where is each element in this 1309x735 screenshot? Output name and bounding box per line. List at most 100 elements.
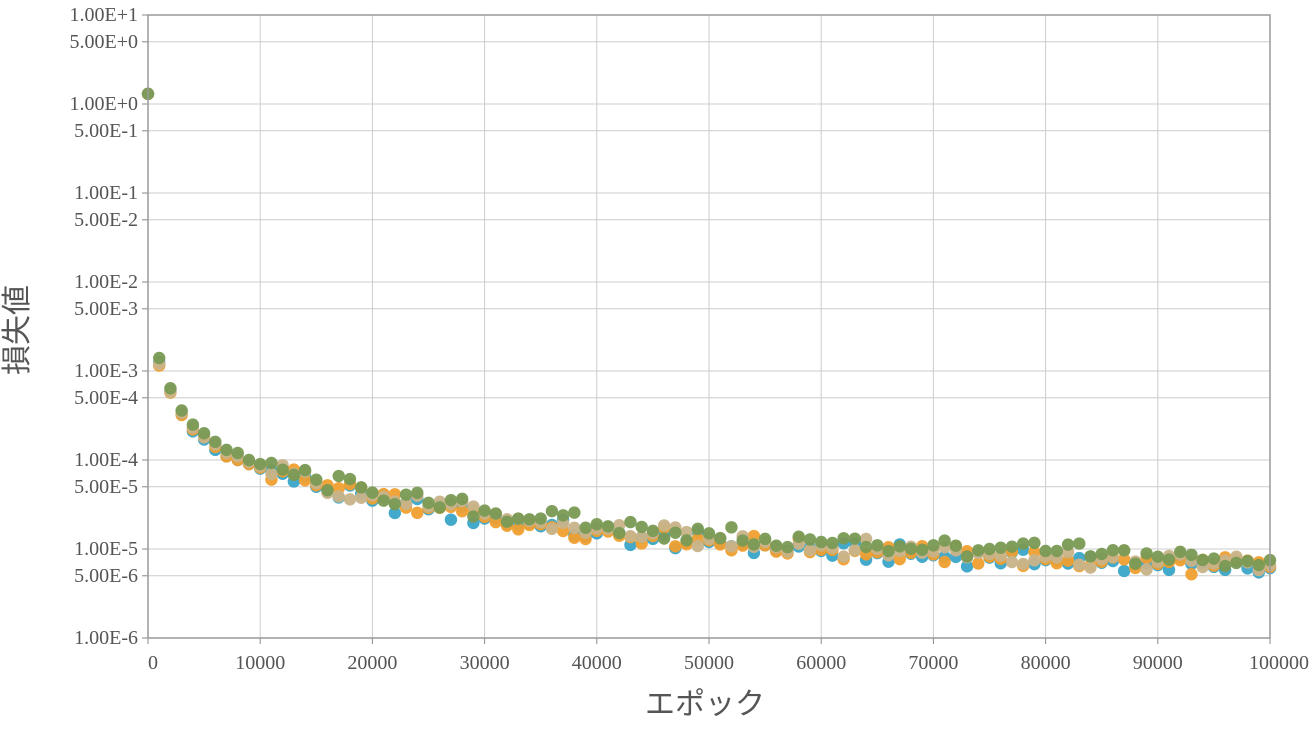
data-point [399, 497, 413, 511]
data-point [175, 404, 188, 417]
data-point [1140, 547, 1153, 560]
data-point [265, 456, 278, 470]
data-point [1016, 557, 1030, 571]
data-point [1084, 550, 1097, 563]
data-point [422, 496, 435, 510]
data-point [242, 453, 256, 467]
y-tick-label: 5.00E+0 [70, 31, 139, 53]
y-tick-label: 5.00E-4 [74, 387, 138, 409]
x-tick-label: 60000 [796, 652, 846, 674]
data-point [545, 504, 559, 518]
y-tick-label: 1.00E-6 [74, 627, 138, 649]
data-point [635, 530, 648, 543]
data-point [624, 530, 637, 543]
data-point [478, 504, 491, 517]
data-point [343, 493, 357, 506]
data-point [803, 543, 817, 557]
x-tick-label: 10000 [235, 652, 285, 674]
data-point [657, 532, 671, 545]
data-point [556, 509, 570, 522]
data-point [635, 520, 648, 534]
data-point [837, 532, 850, 545]
data-point [388, 506, 402, 520]
data-point [601, 520, 615, 533]
data-point [815, 535, 828, 549]
data-point [568, 521, 581, 535]
data-point [1073, 537, 1086, 550]
data-point [680, 534, 693, 547]
data-point [702, 527, 716, 540]
data-point [960, 560, 974, 573]
data-point [512, 512, 525, 525]
data-point [1073, 558, 1086, 571]
data-point [1162, 553, 1176, 566]
data-point [444, 513, 458, 526]
data-point [848, 532, 862, 545]
data-point [568, 506, 581, 519]
x-tick-label: 20000 [347, 652, 397, 674]
y-tick-label: 1.00E+0 [70, 93, 139, 115]
y-tick-label: 5.00E-3 [74, 298, 138, 320]
data-point [1185, 548, 1198, 562]
data-point [826, 536, 839, 550]
data-point [399, 488, 413, 501]
data-point [354, 481, 368, 494]
data-point [1151, 550, 1165, 563]
data-point [512, 523, 525, 536]
data-point [904, 542, 918, 555]
data-point [1230, 556, 1243, 570]
data-point [1218, 559, 1232, 573]
data-point [770, 539, 783, 552]
x-tick-label: 50000 [684, 652, 734, 674]
data-point [1005, 540, 1019, 553]
data-point [938, 534, 951, 547]
data-point [321, 484, 334, 497]
data-point [411, 486, 424, 499]
data-point [691, 539, 704, 553]
data-point [792, 530, 805, 543]
data-point [837, 550, 850, 563]
data-point [1028, 536, 1041, 550]
x-tick-label: 30000 [460, 652, 510, 674]
data-point [994, 541, 1007, 554]
data-point [669, 526, 682, 539]
data-point [859, 540, 873, 554]
y-tick-label: 5.00E-6 [74, 565, 138, 587]
x-tick-label: 100000 [1249, 652, 1309, 674]
data-point [915, 543, 929, 556]
data-point [254, 457, 267, 471]
data-point [433, 501, 446, 514]
data-point [1005, 555, 1019, 569]
data-point [871, 539, 884, 552]
data-point [220, 443, 233, 457]
data-point [983, 542, 996, 556]
data-point [1106, 544, 1120, 557]
data-point [366, 486, 379, 499]
y-tick-labels: 1.00E+1 5.00E+0 1.00E+0 5.00E-1 1.00E-1 5.00E… [70, 4, 139, 649]
data-point [500, 515, 514, 528]
data-point [287, 468, 301, 482]
data-point [579, 521, 592, 534]
data-point [489, 515, 503, 529]
data-point [489, 507, 503, 520]
data-point [455, 504, 469, 518]
data-point [332, 469, 345, 483]
data-point [377, 494, 390, 507]
data-point [893, 540, 906, 553]
data-point [1061, 554, 1075, 567]
data-point [444, 493, 458, 507]
data-point [265, 467, 278, 481]
data-point [1241, 554, 1254, 568]
data-point [545, 522, 559, 536]
y-tick-label: 5.00E-2 [74, 209, 138, 231]
data-point [354, 491, 368, 504]
data-point [1207, 552, 1221, 565]
data-point [298, 463, 312, 477]
data-point [467, 500, 480, 513]
data-point [927, 539, 940, 552]
data-point [646, 524, 660, 538]
data-point [747, 538, 761, 551]
data-point [1028, 554, 1041, 567]
data-point [231, 446, 244, 460]
